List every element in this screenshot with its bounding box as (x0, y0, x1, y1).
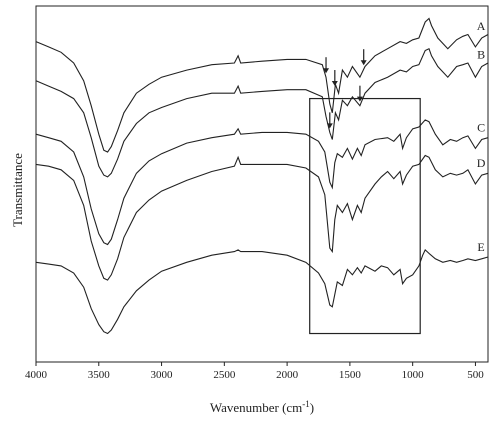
x-tick-label: 1500 (339, 369, 362, 381)
peak-arrow (331, 70, 338, 87)
x-tick-label: 3000 (151, 369, 174, 381)
spectrum-curve-e (35, 248, 489, 335)
spectra-curves (35, 17, 489, 335)
x-tick-label: 500 (467, 369, 484, 381)
spectrum-curve-b (35, 47, 489, 178)
spectrum-curve-a (35, 17, 489, 153)
x-tick-label: 3500 (88, 369, 111, 381)
x-tick-label: 4000 (25, 369, 48, 381)
y-axis-label: Transmittance (10, 153, 25, 227)
x-axis-ticks: 4000 3500 3000 2500 2000 1500 1000 500 (25, 362, 484, 381)
peak-arrows (323, 49, 367, 129)
x-axis-label-main: Wavenumber (cm (210, 400, 302, 415)
curve-label-c: C (477, 121, 485, 135)
spectrum-curve-d (35, 154, 489, 281)
peak-arrow (326, 112, 333, 129)
curve-label-e: E (477, 240, 484, 254)
curve-label-a: A (477, 19, 486, 33)
peak-arrow (323, 57, 330, 74)
x-tick-label: 2500 (213, 369, 236, 381)
peak-arrow (360, 49, 367, 66)
highlight-box (309, 97, 421, 335)
plot-frame (35, 5, 489, 363)
x-tick-label: 2000 (276, 369, 299, 381)
curve-labels: A B C D E (477, 19, 486, 254)
curve-label-d: D (477, 156, 486, 170)
x-axis-label-suffix: ) (310, 400, 314, 415)
spectrum-curve-c (35, 119, 489, 246)
x-tick-label: 1000 (402, 369, 425, 381)
x-axis-label: Wavenumber (cm-1) (210, 399, 314, 415)
curve-label-b: B (477, 48, 485, 62)
x-axis-label-superscript: -1 (302, 399, 310, 409)
highlight-region (309, 97, 421, 335)
peak-arrow (356, 85, 363, 102)
